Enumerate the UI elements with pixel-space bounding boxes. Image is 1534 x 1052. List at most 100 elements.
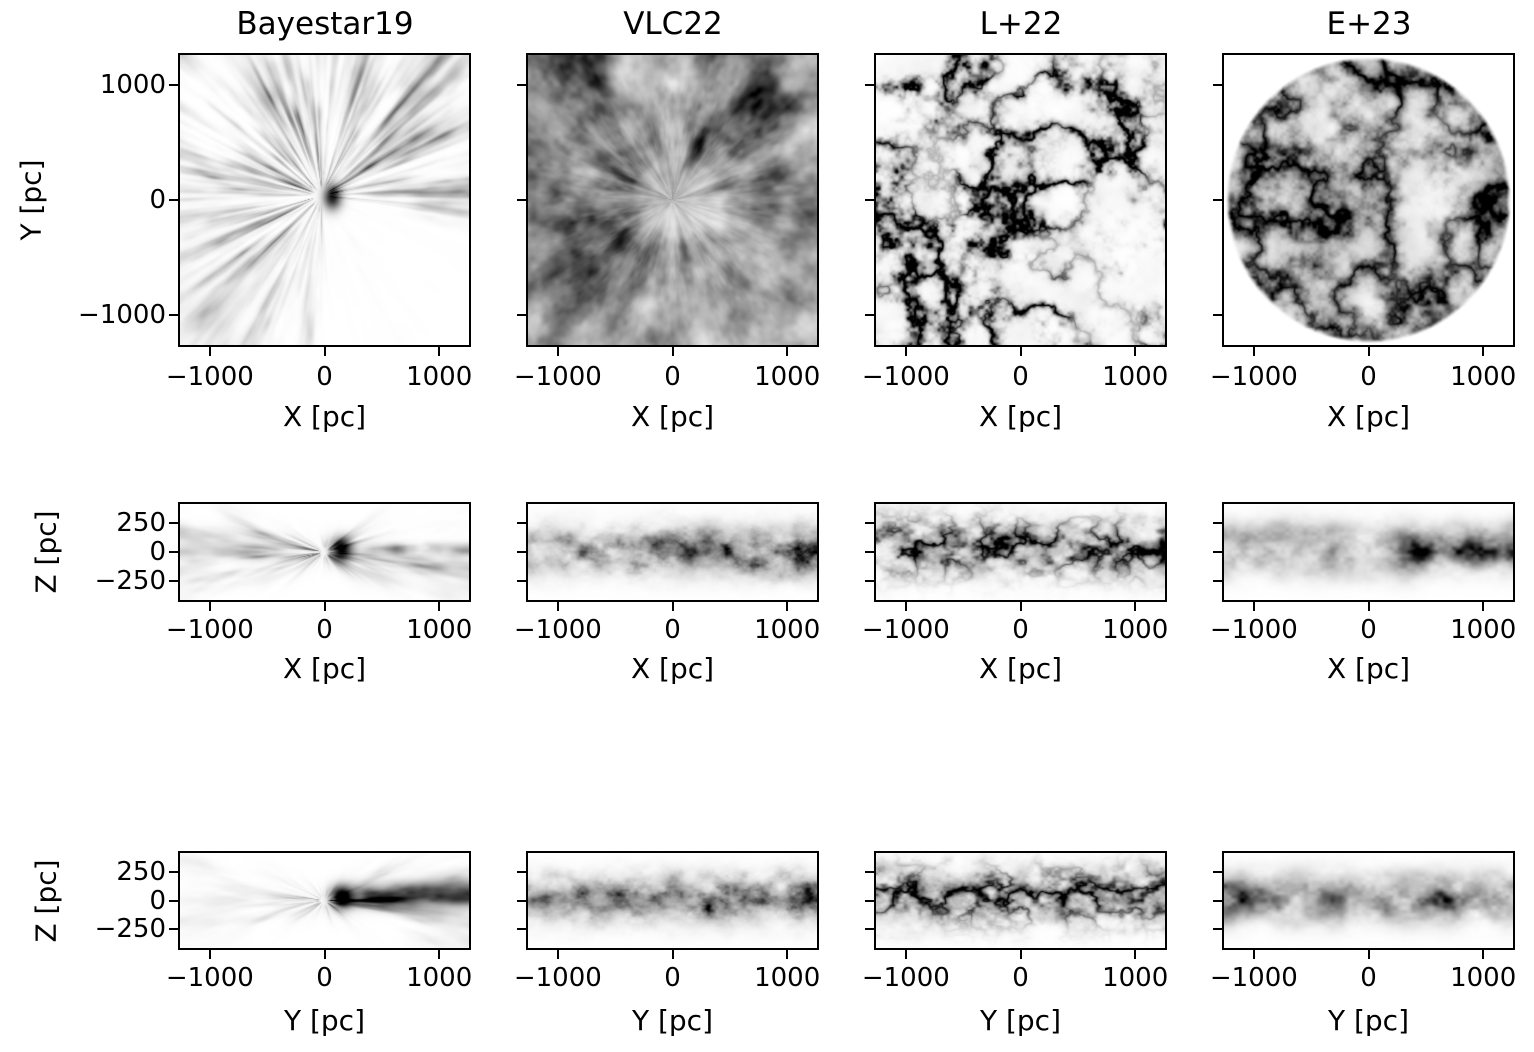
heatmap-e23-x-y — [1224, 55, 1513, 345]
x-tick-mark — [1482, 347, 1485, 356]
x-tick-mark — [208, 602, 211, 611]
x-tick-mark — [556, 347, 559, 356]
x-tick-label: 1000 — [754, 963, 821, 993]
panel-bayestar19-x-y — [178, 53, 471, 347]
y-tick-mark — [169, 899, 178, 902]
y-tick-label: 0 — [149, 185, 166, 215]
x-tick-mark — [786, 347, 789, 356]
y-tick-mark — [517, 579, 526, 582]
y-tick-mark — [169, 927, 178, 930]
panel-e23-x-y — [1222, 53, 1515, 347]
x-tick-mark — [786, 950, 789, 959]
x-tick-mark — [904, 950, 907, 959]
panel-vlc22-y-z — [526, 851, 819, 950]
y-tick-mark — [1213, 927, 1222, 930]
x-tick-mark — [208, 347, 211, 356]
x-tick-mark — [1367, 347, 1370, 356]
y-tick-mark — [865, 522, 874, 525]
x-tick-mark — [904, 602, 907, 611]
y-tick-label: 250 — [116, 508, 166, 539]
x-axis-label: Y [pc] — [979, 1004, 1062, 1037]
x-tick-mark — [208, 950, 211, 959]
x-tick-label: −1000 — [513, 963, 602, 993]
x-tick-label: −1000 — [165, 963, 254, 993]
x-tick-mark — [671, 347, 674, 356]
x-tick-mark — [671, 602, 674, 611]
y-tick-mark — [1213, 314, 1222, 317]
y-tick-mark — [169, 579, 178, 582]
y-tick-mark — [1213, 522, 1222, 525]
x-tick-mark — [1134, 950, 1137, 959]
y-tick-mark — [1213, 579, 1222, 582]
x-tick-label: 1000 — [1450, 362, 1517, 392]
x-tick-mark — [1482, 950, 1485, 959]
heatmap-bayestar19-x-z — [180, 504, 469, 600]
x-tick-mark — [323, 602, 326, 611]
y-tick-mark — [169, 314, 178, 317]
y-tick-mark — [865, 83, 874, 86]
x-axis-label: Y [pc] — [631, 1004, 714, 1037]
x-tick-mark — [438, 347, 441, 356]
x-axis-label: X [pc] — [1326, 400, 1411, 433]
column-title-vlc22: VLC22 — [623, 6, 723, 42]
y-axis-label-row1: Y [pc] — [14, 159, 48, 241]
y-tick-label: −250 — [94, 565, 166, 596]
x-tick-label: 1000 — [1102, 963, 1169, 993]
panel-l22-x-z — [874, 502, 1167, 602]
x-tick-label: 1000 — [406, 963, 473, 993]
heatmap-bayestar19-x-y — [180, 55, 469, 345]
x-tick-label: −1000 — [513, 615, 602, 645]
x-tick-label: 0 — [1360, 362, 1377, 392]
x-tick-mark — [1019, 950, 1022, 959]
heatmap-l22-y-z — [876, 853, 1165, 948]
panel-l22-y-z — [874, 851, 1167, 950]
y-tick-mark — [1213, 871, 1222, 874]
y-tick-label: −250 — [94, 913, 166, 944]
x-tick-mark — [1252, 347, 1255, 356]
y-tick-mark — [865, 314, 874, 317]
x-tick-mark — [438, 602, 441, 611]
x-tick-label: −1000 — [861, 615, 950, 645]
x-tick-mark — [1367, 950, 1370, 959]
x-tick-label: 1000 — [406, 615, 473, 645]
panel-e23-y-z — [1222, 851, 1515, 950]
x-tick-mark — [556, 950, 559, 959]
x-tick-label: 1000 — [1102, 362, 1169, 392]
y-tick-mark — [517, 199, 526, 201]
y-tick-mark — [517, 899, 526, 902]
panel-l22-x-y — [874, 53, 1167, 347]
heatmap-vlc22-y-z — [528, 853, 817, 948]
x-tick-label: −1000 — [165, 615, 254, 645]
x-tick-mark — [323, 347, 326, 356]
x-tick-label: 1000 — [754, 615, 821, 645]
x-tick-label: 1000 — [1450, 615, 1517, 645]
heatmap-bayestar19-y-z — [180, 853, 469, 948]
x-axis-label: X [pc] — [1326, 652, 1411, 685]
x-tick-label: 0 — [316, 963, 333, 993]
heatmap-vlc22-x-y — [528, 55, 817, 345]
y-tick-mark — [517, 551, 526, 553]
x-tick-mark — [1252, 602, 1255, 611]
y-tick-mark — [1213, 83, 1222, 86]
y-tick-mark — [865, 927, 874, 930]
x-tick-mark — [1252, 950, 1255, 959]
x-tick-mark — [1134, 347, 1137, 356]
x-tick-label: 0 — [1012, 362, 1029, 392]
x-tick-label: 0 — [1360, 615, 1377, 645]
y-tick-mark — [865, 199, 874, 201]
x-axis-label: Y [pc] — [283, 1004, 366, 1037]
x-tick-mark — [786, 602, 789, 611]
x-tick-label: 0 — [316, 615, 333, 645]
panel-bayestar19-x-z — [178, 502, 471, 602]
x-tick-label: 0 — [1012, 615, 1029, 645]
x-axis-label: X [pc] — [978, 400, 1063, 433]
x-tick-mark — [323, 950, 326, 959]
y-tick-mark — [865, 551, 874, 553]
y-tick-mark — [517, 314, 526, 317]
panel-vlc22-x-z — [526, 502, 819, 602]
x-tick-mark — [1019, 602, 1022, 611]
y-tick-mark — [169, 83, 178, 86]
x-tick-label: −1000 — [861, 362, 950, 392]
y-tick-label: 0 — [149, 537, 166, 567]
